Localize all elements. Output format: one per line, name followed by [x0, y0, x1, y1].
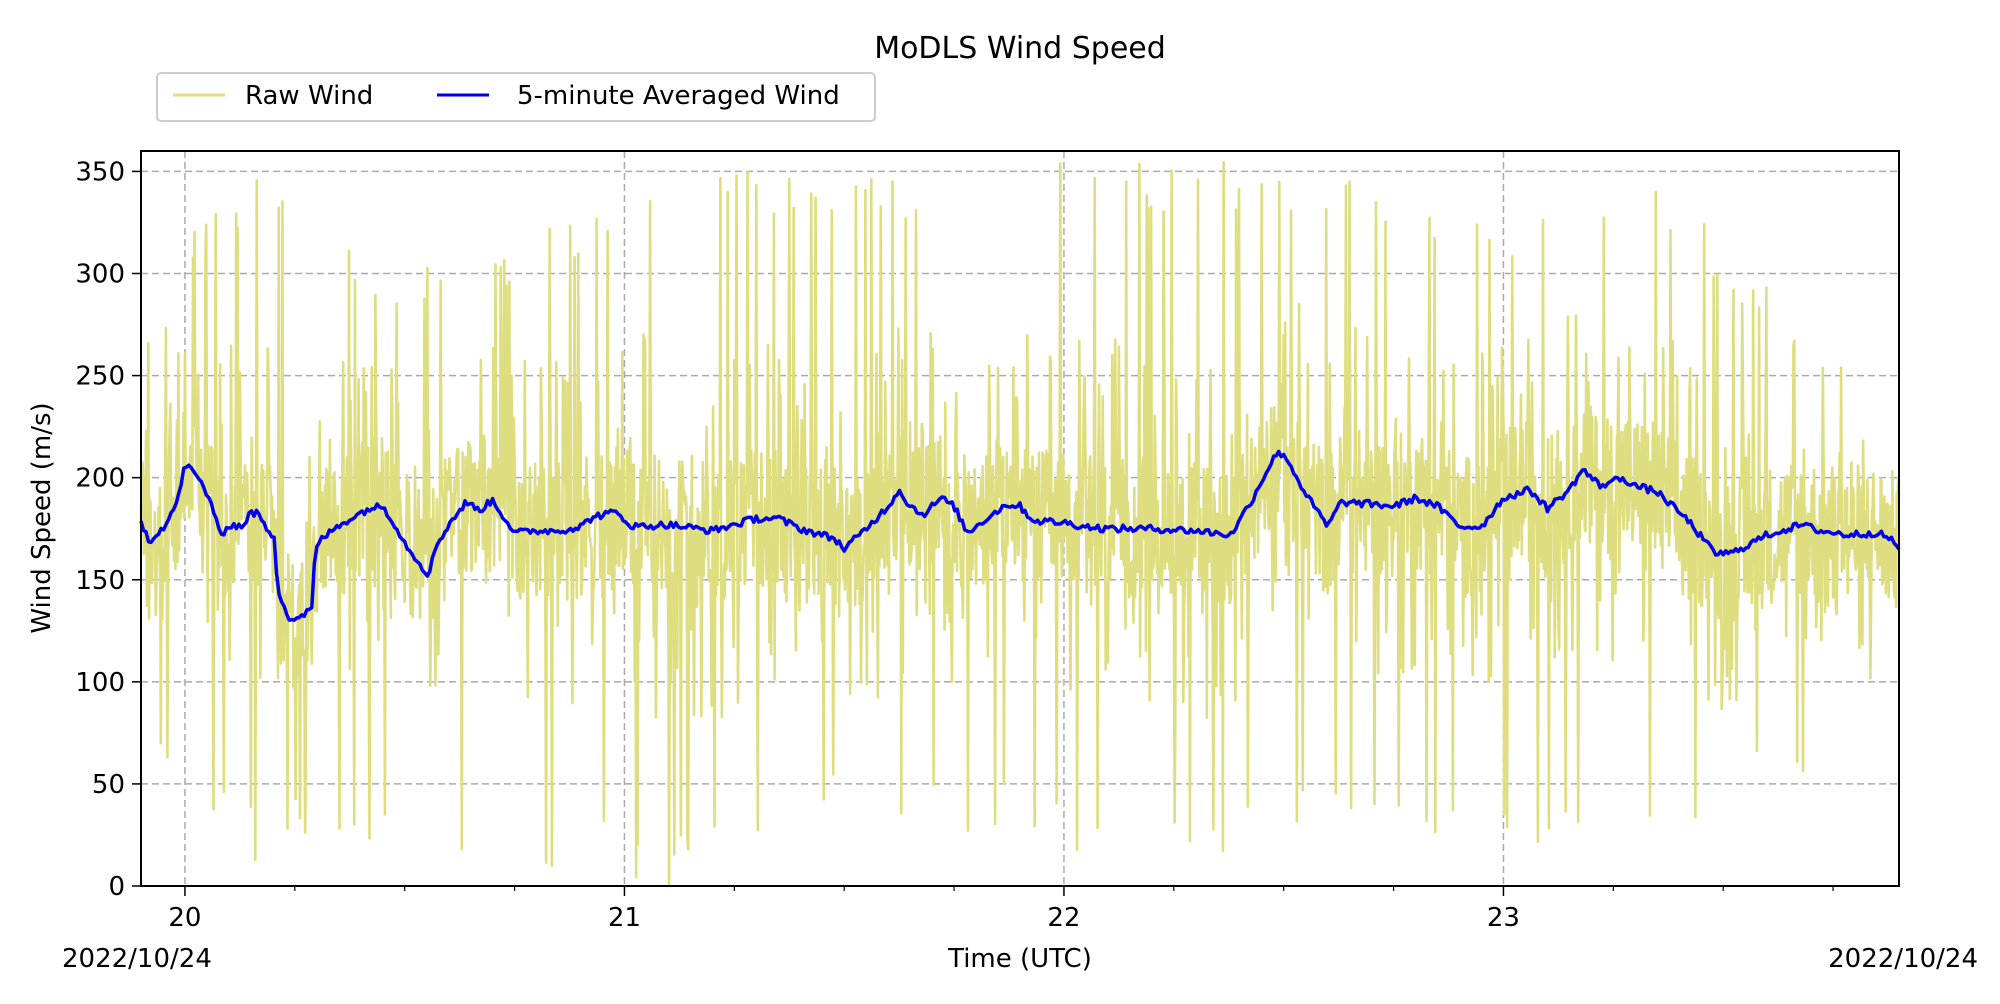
x-tick-label: 20 [168, 903, 201, 933]
averaged-wind-line [139, 449, 1901, 622]
chart-title: MoDLS Wind Speed [874, 31, 1166, 66]
y-tick-label: 50 [92, 770, 125, 800]
y-tick-label: 200 [75, 464, 125, 494]
y-tick-label: 100 [75, 668, 125, 698]
y-tick-label: 150 [75, 566, 125, 596]
plot-frame [140, 150, 1900, 887]
y-tick-label: 350 [75, 157, 125, 187]
y-tick-label: 300 [75, 260, 125, 290]
legend-box [156, 72, 876, 122]
x-tick-label: 23 [1487, 903, 1520, 933]
legend-label-raw-wind: Raw Wind [245, 81, 373, 111]
averaged-wind-layer [139, 449, 1901, 622]
tick-layer: 0 50 100 150 200 250 300 350 20 21 22 23 [75, 157, 1834, 933]
x-axis-label: Time (UTC) [947, 944, 1092, 974]
raw-wind-layer [139, 161, 1901, 887]
date-label-left: 2022/10/24 [62, 944, 212, 974]
y-axis-label: Wind Speed (m/s) [27, 402, 57, 633]
x-tick-label: 22 [1047, 903, 1080, 933]
y-tick-label: 0 [108, 872, 125, 902]
legend: Raw Wind 5-minute Averaged Wind [156, 72, 876, 122]
x-tick-label: 21 [608, 903, 641, 933]
y-tick-label: 250 [75, 362, 125, 392]
raw-wind-line [139, 161, 1901, 887]
date-label-right: 2022/10/24 [1828, 944, 1978, 974]
legend-label-averaged-wind: 5-minute Averaged Wind [517, 81, 840, 111]
